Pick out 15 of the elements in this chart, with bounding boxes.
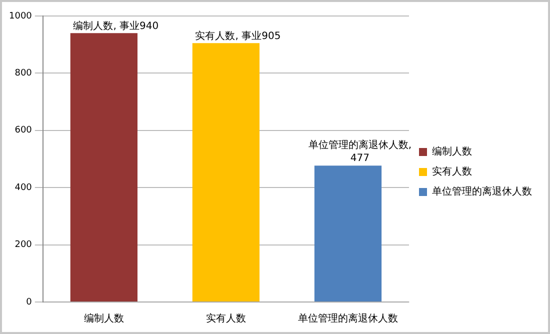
legend-label: 实有人数 <box>432 166 472 178</box>
x-tick-label: 实有人数 <box>206 312 246 325</box>
x-tick-label: 单位管理的离退休人数 <box>298 312 398 325</box>
y-tick-label: 1000 <box>9 11 32 22</box>
legend-label: 单位管理的离退休人数 <box>432 186 532 198</box>
legend-label: 编制人数 <box>432 146 472 158</box>
x-tick-label: 编制人数 <box>84 312 124 325</box>
y-tick-label: 400 <box>14 182 32 193</box>
y-tick-label: 0 <box>26 297 32 308</box>
y-tick-label: 600 <box>14 126 32 136</box>
data-label: 单位管理的离退休人数, 477 <box>308 139 412 164</box>
data-label: 实有人数, 事业905 <box>195 30 281 42</box>
y-tick-label: 800 <box>14 68 32 79</box>
data-label: 编制人数, 事业940 <box>73 20 159 32</box>
y-tick-label: 200 <box>14 240 32 250</box>
